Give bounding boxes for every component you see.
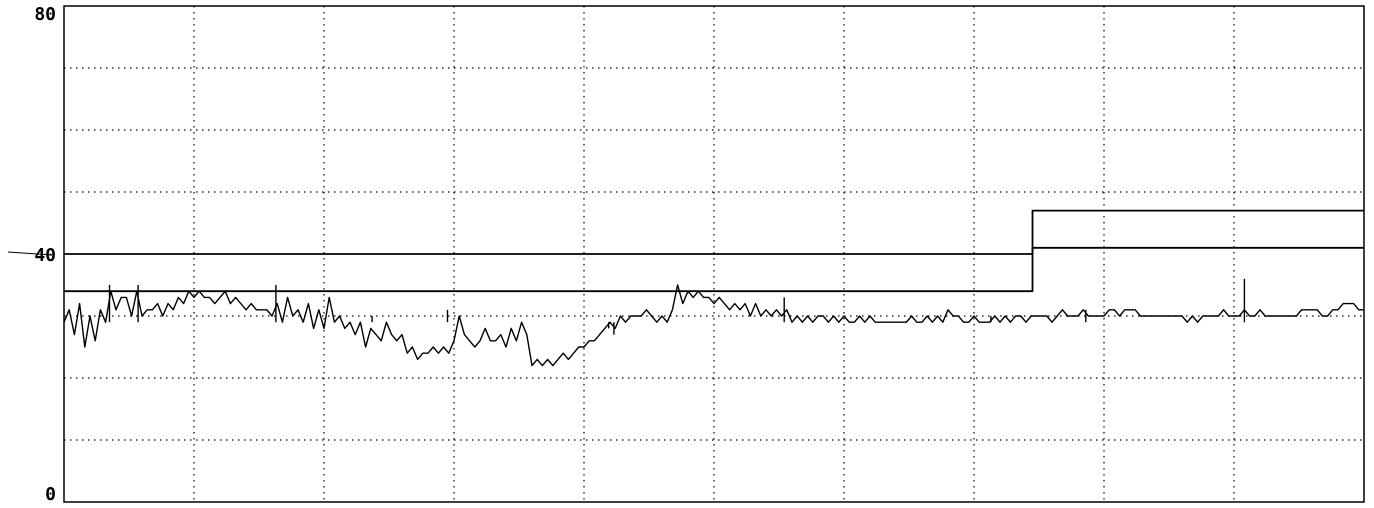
y-tick-label-top: 80: [34, 4, 56, 25]
step-series-line-1: [64, 209, 1364, 255]
step-series-line-2: [64, 246, 1364, 293]
signal-series-line: [63, 284, 1364, 367]
series-group: [63, 209, 1364, 367]
left-axis-mark: [7, 251, 53, 256]
y-tick-label-mid: 40: [34, 245, 56, 266]
y-tick-label-bottom: 0: [45, 484, 56, 505]
